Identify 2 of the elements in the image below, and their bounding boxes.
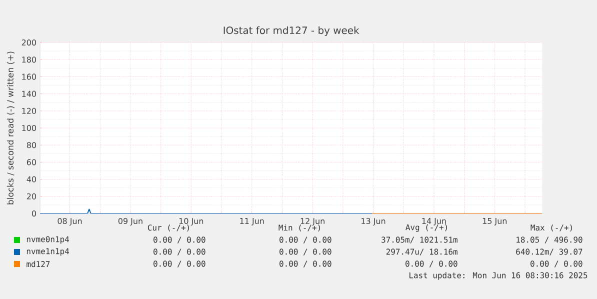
chart-title: IOstat for md127 - by week [224, 26, 360, 36]
y-axis-title: blocks / second read (-) / written (+) [6, 52, 14, 204]
